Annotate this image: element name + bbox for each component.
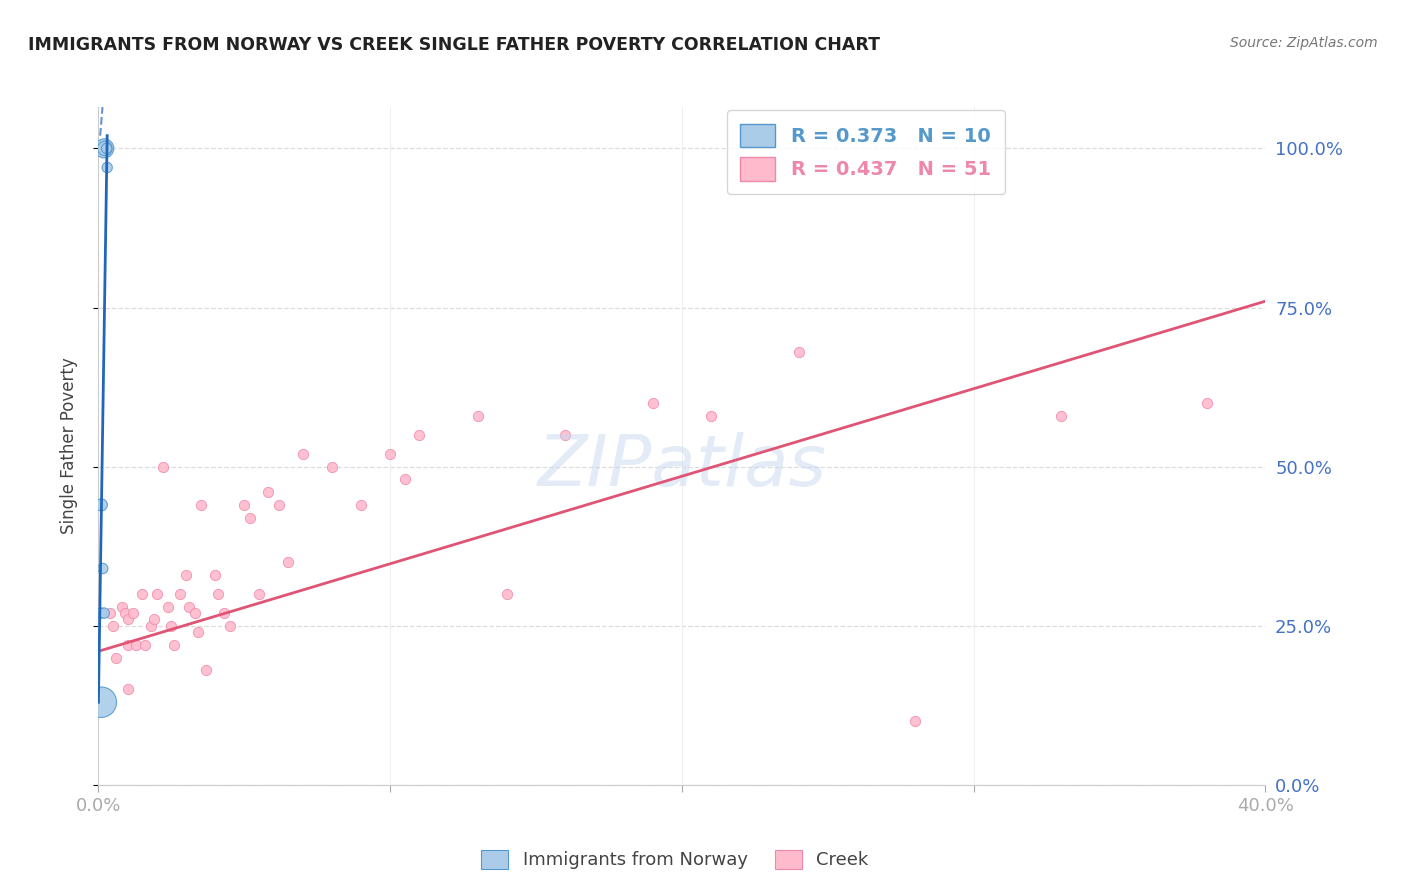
Point bbox=[125, 638, 148, 652]
Point bbox=[152, 459, 174, 474]
Point bbox=[277, 555, 299, 569]
Point bbox=[904, 714, 927, 729]
Point bbox=[117, 612, 139, 626]
Point bbox=[96, 141, 118, 155]
Point bbox=[554, 428, 576, 442]
Point bbox=[93, 606, 115, 620]
Point bbox=[111, 599, 134, 614]
Point bbox=[174, 568, 197, 582]
Point bbox=[139, 619, 162, 633]
Point bbox=[90, 498, 112, 512]
Point bbox=[90, 141, 112, 155]
Point bbox=[700, 409, 723, 423]
Point bbox=[160, 619, 183, 633]
Point bbox=[183, 606, 205, 620]
Point bbox=[187, 625, 209, 640]
Point bbox=[408, 428, 430, 442]
Point bbox=[91, 561, 114, 575]
Point bbox=[90, 695, 112, 709]
Point bbox=[212, 606, 235, 620]
Point bbox=[146, 587, 169, 601]
Point bbox=[787, 345, 810, 359]
Point bbox=[204, 568, 226, 582]
Legend: R = 0.373   N = 10, R = 0.437   N = 51: R = 0.373 N = 10, R = 0.437 N = 51 bbox=[727, 110, 1005, 194]
Point bbox=[256, 485, 278, 500]
Text: Source: ZipAtlas.com: Source: ZipAtlas.com bbox=[1230, 36, 1378, 50]
Legend: Immigrants from Norway, Creek: Immigrants from Norway, Creek bbox=[472, 841, 877, 879]
Text: ZIPatlas: ZIPatlas bbox=[537, 432, 827, 500]
Point bbox=[101, 619, 124, 633]
Point bbox=[233, 498, 256, 512]
Point bbox=[131, 587, 153, 601]
Point bbox=[380, 447, 402, 461]
Point bbox=[207, 587, 229, 601]
Point bbox=[122, 606, 145, 620]
Point bbox=[104, 650, 127, 665]
Point bbox=[247, 587, 270, 601]
Point bbox=[169, 587, 191, 601]
Point bbox=[467, 409, 489, 423]
Point bbox=[394, 472, 416, 486]
Point bbox=[157, 599, 180, 614]
Point bbox=[641, 396, 664, 410]
Point bbox=[96, 161, 118, 175]
Point bbox=[142, 612, 165, 626]
Point bbox=[1195, 396, 1218, 410]
Point bbox=[163, 638, 186, 652]
Point bbox=[1050, 409, 1073, 423]
Point bbox=[269, 498, 291, 512]
Point bbox=[190, 498, 212, 512]
Point bbox=[350, 498, 373, 512]
Point bbox=[321, 459, 343, 474]
Point bbox=[90, 606, 112, 620]
Y-axis label: Single Father Poverty: Single Father Poverty bbox=[59, 358, 77, 534]
Point bbox=[117, 638, 139, 652]
Point bbox=[195, 664, 218, 678]
Point bbox=[93, 141, 115, 155]
Point bbox=[94, 141, 117, 155]
Point bbox=[134, 638, 156, 652]
Point bbox=[117, 682, 139, 697]
Point bbox=[218, 619, 240, 633]
Point bbox=[98, 606, 121, 620]
Point bbox=[177, 599, 200, 614]
Text: IMMIGRANTS FROM NORWAY VS CREEK SINGLE FATHER POVERTY CORRELATION CHART: IMMIGRANTS FROM NORWAY VS CREEK SINGLE F… bbox=[28, 36, 880, 54]
Point bbox=[291, 447, 314, 461]
Point bbox=[114, 606, 136, 620]
Point bbox=[496, 587, 519, 601]
Point bbox=[239, 510, 262, 524]
